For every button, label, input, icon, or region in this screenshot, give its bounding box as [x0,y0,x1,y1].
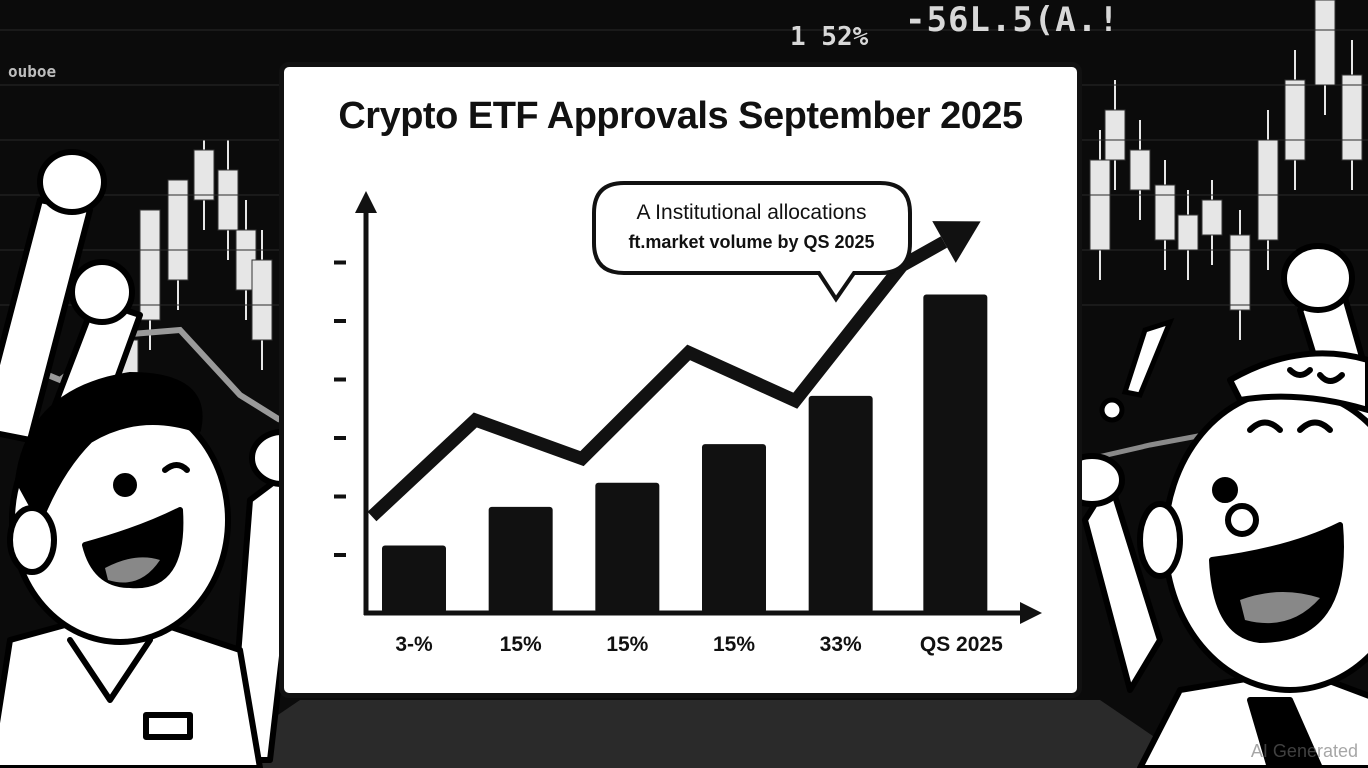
background-floor [200,700,1200,768]
candlestick-background [0,0,1368,410]
candlestick [1341,74,1363,161]
x-tick-label: 15% [712,633,756,656]
candlestick [1129,149,1151,191]
candlestick [1284,79,1306,161]
cheering-man-right-icon [1059,243,1368,768]
candlestick [193,149,215,201]
x-tick-label: 3-% [395,633,433,656]
y-axis-arrowhead [355,191,377,213]
x-tick-label: 15% [499,633,542,656]
candlestick [1104,109,1126,161]
callout-line-1: A Institutional allocations [636,201,867,224]
ticker-value: -56L.5(A.! [905,0,1120,40]
bar [808,395,873,613]
callout-line-2: ft.market volume by QS 2025 [628,232,875,252]
candlestick [1089,159,1111,251]
watermark-text: AI Generated [1250,741,1358,761]
callout-annotation: A Institutional allocations ft.market vo… [593,183,910,273]
x-axis-arrowhead [1020,602,1042,624]
chart-board: Crypto ETF Approvals September 2025 A In… [279,62,1082,698]
bar [923,294,988,613]
bar [382,545,446,613]
ticker-value: ouboe [8,62,57,81]
bar [595,482,660,613]
x-tick-label: 15% [606,633,649,656]
candlestick [1201,199,1223,236]
candlestick [1177,214,1199,251]
x-tick-label: 33% [819,633,862,656]
chart-title: Crypto ETF Approvals September 2025 [338,95,1023,137]
candlestick [139,209,161,321]
candlestick [1314,0,1336,86]
background-price-line [0,326,282,423]
x-tick-label: QS 2025 [919,633,1003,656]
ticker-value: 1 52% [790,22,869,52]
bar-series [382,294,988,613]
callout-bubble [592,181,912,303]
candlestick [167,179,189,281]
candlestick [1229,234,1251,311]
chart-axes [334,191,1042,624]
candlestick [1257,139,1279,241]
exclamation-icon [1099,317,1175,423]
bar [702,444,766,613]
candlestick [1154,184,1176,241]
candlestick [217,169,239,231]
bar [488,506,553,613]
cheering-man-left-icon [0,149,315,768]
chart-plot [334,181,1042,624]
trend-arrowhead [932,221,981,263]
candlestick [251,259,273,341]
